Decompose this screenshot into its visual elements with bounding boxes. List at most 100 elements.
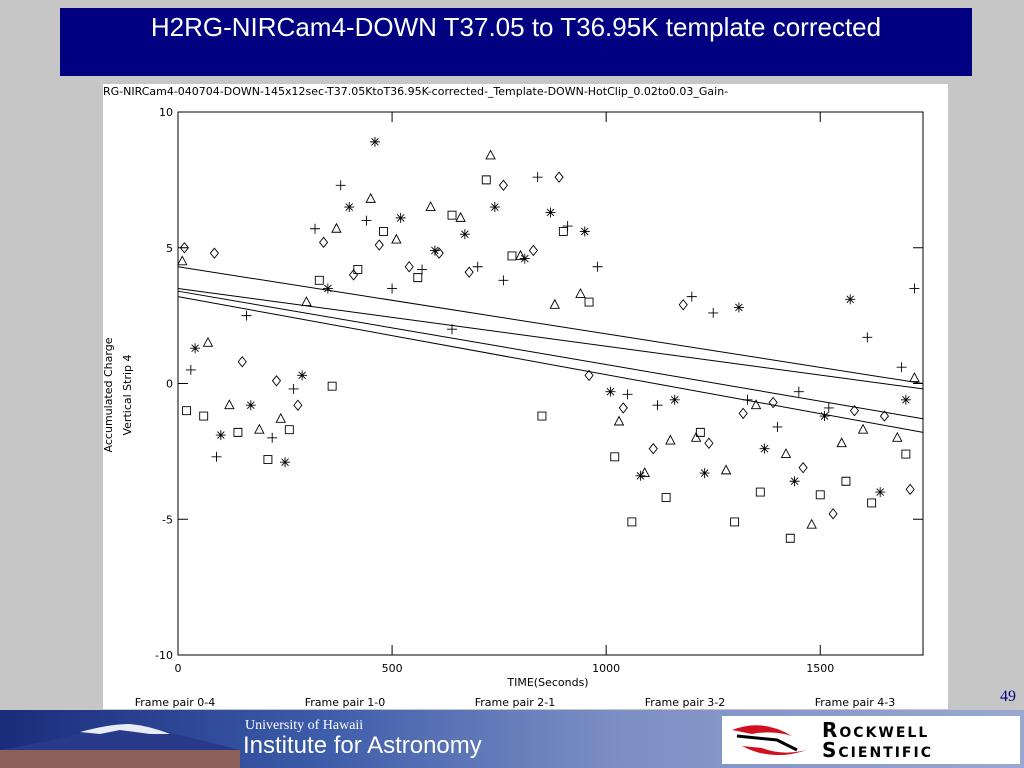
y-axis-label: Vertical Strip 4 (121, 354, 134, 435)
data-point (909, 283, 920, 294)
plot-background (103, 84, 948, 709)
chart-subtitle: RG-NIRCam4-040704-DOWN-145x12sec-T37.05K… (103, 85, 728, 98)
data-point (857, 423, 869, 434)
data-point (849, 404, 860, 417)
data-point (780, 448, 792, 459)
data-point (841, 476, 851, 486)
data-point (224, 399, 235, 410)
data-point (785, 533, 795, 543)
data-point (708, 307, 719, 318)
data-point (515, 249, 526, 260)
data-point (532, 172, 543, 183)
data-point (789, 476, 800, 487)
data-point (648, 442, 658, 455)
data-point (297, 370, 308, 381)
data-point (481, 175, 491, 185)
y-tick-label: 0 (166, 378, 173, 391)
data-point (627, 517, 637, 527)
data-point (293, 399, 303, 411)
data-point (678, 299, 688, 311)
data-point (755, 487, 765, 497)
fit-line (177, 290, 924, 420)
data-point (310, 223, 321, 234)
chart: RG-NIRCam4-040704-DOWN-145x12sec-T37.05K… (102, 84, 948, 709)
data-point (862, 332, 873, 343)
frame-label: Frame pair 1-0 (305, 696, 386, 709)
data-point (892, 431, 903, 442)
data-point (395, 212, 406, 223)
data-point (528, 244, 538, 257)
data-point (190, 343, 201, 354)
data-point (798, 461, 808, 474)
data-point (318, 236, 329, 249)
data-point (215, 430, 226, 441)
data-point (245, 400, 256, 411)
data-point (507, 251, 517, 261)
data-point (549, 298, 561, 309)
data-point (738, 407, 748, 420)
data-point (425, 201, 436, 211)
data-point (335, 180, 346, 191)
data-point (579, 226, 590, 237)
data-point (720, 464, 732, 475)
y-tick-label: 10 (159, 106, 173, 119)
data-point (537, 411, 547, 421)
data-point (344, 202, 355, 213)
data-point (815, 490, 825, 500)
university-name: University of Hawaii (245, 718, 364, 733)
page-number: 49 (1000, 688, 1016, 705)
data-point (361, 215, 372, 226)
x-tick-label: 0 (175, 662, 182, 675)
data-point (464, 266, 474, 278)
data-point (661, 493, 671, 502)
mountain-logo (0, 724, 240, 768)
footer: University of Hawaii Institute for Astro… (0, 710, 1024, 768)
data-point (182, 406, 192, 416)
y-tick-label: -5 (162, 513, 173, 526)
frame-label: Frame pair 2-1 (475, 696, 556, 709)
data-point (179, 242, 189, 254)
data-point (652, 400, 663, 411)
data-point (365, 192, 376, 203)
frame-label: Frame pair 0-4 (135, 696, 216, 709)
data-point (413, 273, 423, 283)
data-point (519, 253, 530, 264)
data-point (202, 336, 214, 347)
data-point (263, 455, 273, 464)
data-point (237, 356, 247, 368)
data-point (391, 233, 402, 244)
data-point (622, 389, 633, 400)
data-point (327, 381, 337, 391)
data-point (209, 247, 219, 259)
data-point (314, 275, 324, 285)
data-point (823, 402, 834, 413)
data-point (233, 427, 243, 437)
data-point (254, 423, 265, 434)
data-point (613, 415, 625, 426)
data-point (618, 402, 628, 414)
data-point (472, 261, 483, 272)
data-point (417, 264, 428, 275)
data-point (896, 362, 907, 373)
x-axis-label: TIME(Seconds) (506, 676, 588, 689)
data-point (498, 179, 508, 192)
frame-label: Frame pair 4-3 (815, 696, 896, 709)
x-tick-label: 1000 (592, 662, 620, 675)
company-logo: Rockwell Scientific (722, 716, 1020, 764)
data-point (348, 269, 359, 281)
data-point (828, 508, 838, 520)
data-point (584, 297, 594, 307)
data-point (730, 517, 740, 527)
data-point (704, 437, 714, 449)
data-point (199, 411, 209, 421)
company-mark (732, 725, 807, 756)
data-point (610, 452, 620, 462)
data-point (875, 487, 886, 498)
data-point (793, 386, 804, 397)
data-point (284, 425, 294, 435)
data-point (901, 449, 911, 459)
data-point (605, 386, 616, 397)
data-point (485, 149, 496, 160)
data-point (592, 261, 603, 272)
